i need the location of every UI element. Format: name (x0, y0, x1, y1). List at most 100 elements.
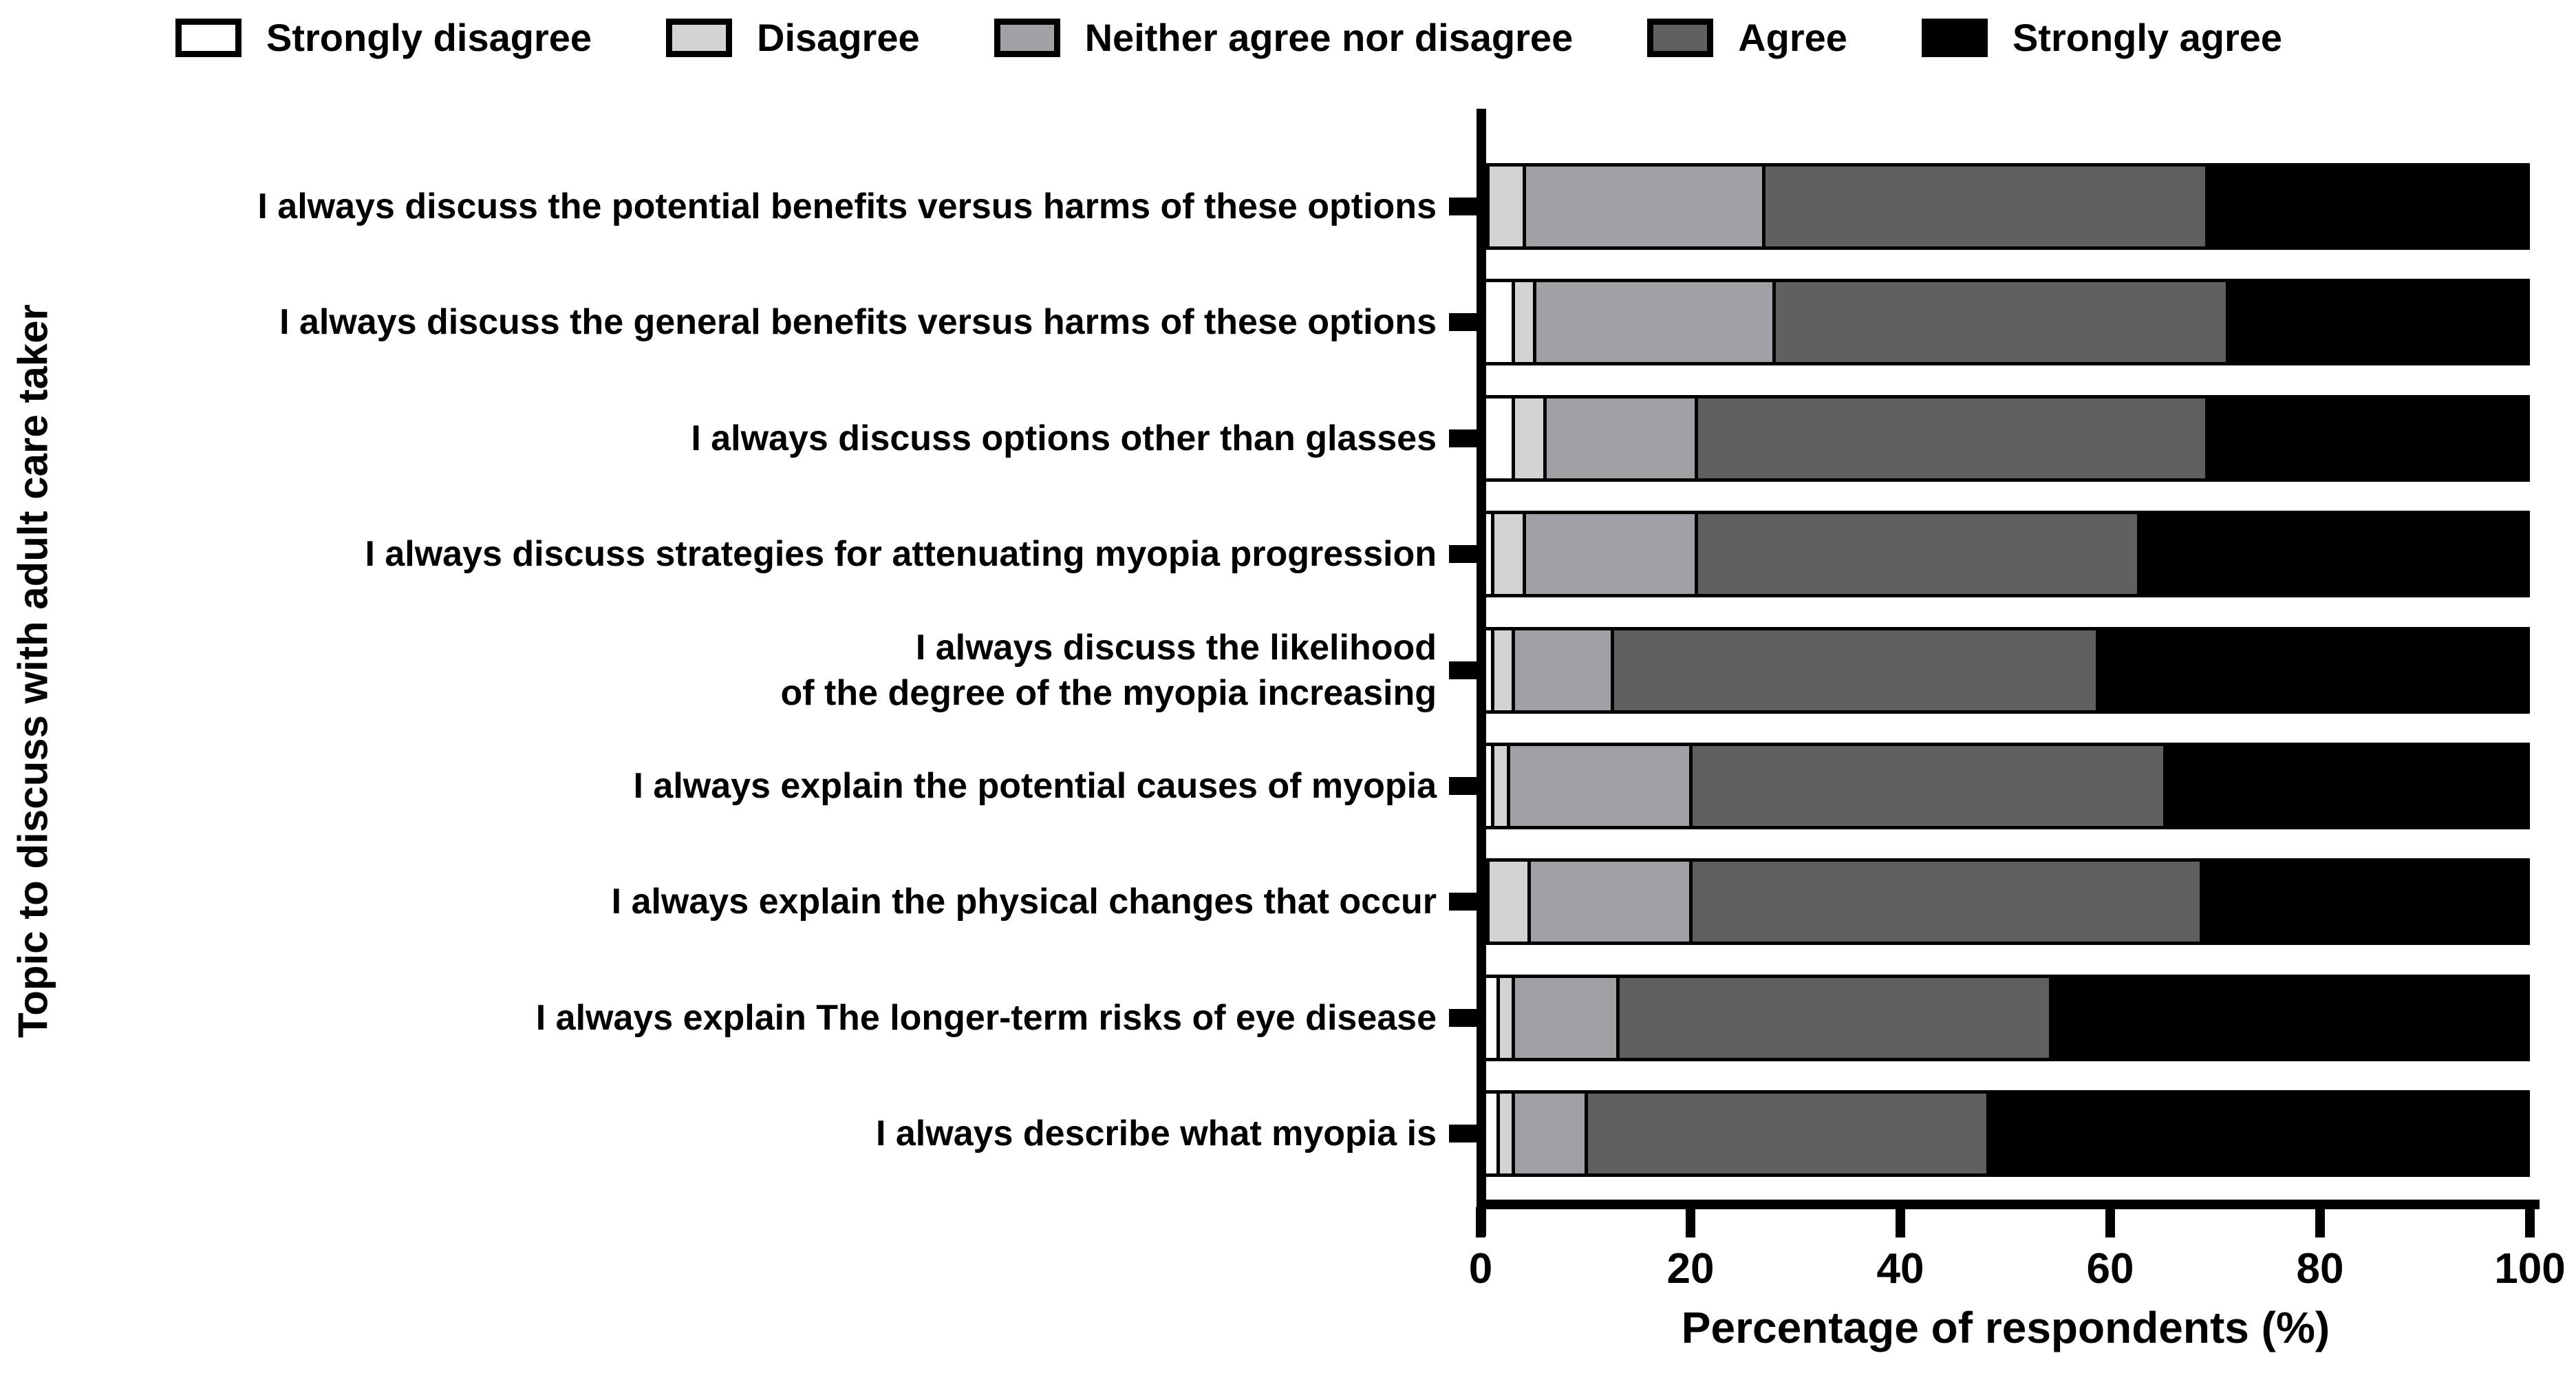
bar-segment (1619, 977, 2052, 1058)
bar-segment (1484, 398, 1516, 478)
x-axis-tick-label: 60 (2086, 1245, 2134, 1293)
y-axis-tick (1449, 777, 1481, 795)
legend-swatch-icon (1647, 18, 1714, 57)
bar-segment (1697, 514, 2141, 595)
bar-segment (1531, 862, 1693, 942)
x-axis-tick (2105, 1207, 2115, 1237)
legend-label: Neither agree nor disagree (1084, 16, 1574, 59)
bar-row (1481, 1090, 2530, 1178)
chart-legend: Strongly disagree Disagree Neither agree n… (175, 15, 2282, 60)
x-axis-tick-label: 80 (2296, 1245, 2344, 1293)
x-axis-tick (2525, 1207, 2535, 1237)
bar-segment (1692, 746, 2167, 826)
bar-segment (1697, 398, 2209, 478)
bar-segment (1515, 282, 1536, 363)
bar-segment (2052, 977, 2526, 1058)
y-axis-tick (1449, 198, 1481, 215)
bar-segment (1499, 1094, 1516, 1174)
x-axis-tick-label: 0 (1468, 1245, 1493, 1293)
legend-label: Strongly disagree (266, 16, 592, 59)
category-label: I always discuss the potential benefits … (257, 187, 1437, 226)
bar-segment (1484, 977, 1500, 1058)
y-axis-tick (1449, 893, 1481, 911)
y-axis-tick (1449, 1008, 1481, 1027)
bar-segment (1515, 1094, 1589, 1174)
y-axis-tick (1449, 313, 1481, 332)
legend-swatch-icon (1921, 18, 1988, 57)
legend-label: Strongly agree (2012, 16, 2283, 59)
bar-segment (1484, 630, 1495, 710)
legend-item-4: Agree (1647, 15, 1847, 60)
y-axis-tick (1449, 1125, 1481, 1143)
x-axis-line (1477, 1200, 2540, 1209)
y-axis-title: Topic to discuss with adult care taker (10, 304, 56, 1038)
category-label: I always discuss strategies for attenuat… (365, 534, 1437, 575)
bar-segment (1692, 862, 2204, 942)
category-label: I always discuss options other than glas… (691, 418, 1437, 458)
bar-segment (1484, 746, 1495, 826)
legend-label: Agree (1738, 16, 1847, 59)
legend-item-5: Strongly agree (1921, 15, 2283, 60)
y-axis-tick (1449, 429, 1481, 447)
bar-row (1481, 511, 2530, 598)
bar-segment (1989, 1094, 2526, 1174)
legend-label: Disagree (757, 16, 920, 59)
y-axis-tick (1449, 545, 1481, 564)
bar-segment (1484, 862, 1490, 942)
bar-segment (2167, 746, 2526, 826)
bar-segment (1489, 167, 1526, 246)
x-axis-tick (1686, 1207, 1695, 1237)
legend-swatch-icon (994, 18, 1060, 57)
bar-segment (2140, 514, 2526, 595)
bar-row (1481, 974, 2530, 1061)
bar-row (1481, 394, 2530, 482)
bar-segment (1494, 746, 1510, 826)
legend-item-2: Disagree (666, 15, 920, 60)
x-axis-tick (2315, 1207, 2325, 1237)
bar-segment (1525, 514, 1698, 595)
legend-swatch-icon (666, 18, 733, 57)
bar-segment (1515, 977, 1620, 1058)
bar-row (1481, 626, 2530, 714)
legend-item-1: Strongly disagree (175, 15, 592, 60)
bar-segment (2099, 630, 2526, 710)
bar-segment (1484, 167, 1490, 246)
bar-segment (1484, 282, 1516, 363)
legend-item-3: Neither agree nor disagree (994, 15, 1574, 60)
bar-segment (1614, 630, 2099, 710)
bar-row (1481, 163, 2530, 250)
x-axis-tick (1476, 1207, 1485, 1237)
bar-segment (1546, 398, 1698, 478)
x-axis-tick-label: 40 (1876, 1245, 1924, 1293)
bar-segment (1499, 977, 1516, 1058)
x-axis-tick (1896, 1207, 1905, 1237)
bar-segment (1484, 514, 1495, 595)
bar-segment (1536, 282, 1777, 363)
category-label: I always explain The longer-term risks o… (535, 997, 1437, 1038)
bar-segment (1515, 398, 1547, 478)
bar-row (1481, 279, 2530, 366)
bar-segment (2208, 167, 2526, 246)
category-label: I always explain the physical changes th… (611, 882, 1437, 922)
x-axis-tick-label: 100 (2494, 1245, 2566, 1293)
bar-segment (1525, 167, 1766, 246)
bar-segment (1484, 1094, 1500, 1174)
bar-segment (1765, 167, 2209, 246)
bar-segment (2229, 282, 2526, 363)
x-axis-title: Percentage of respondents (%) (1681, 1303, 2330, 1352)
y-axis-line (1477, 109, 1486, 1236)
bar-row (1481, 858, 2530, 946)
bar-segment (1494, 630, 1516, 710)
legend-swatch-icon (175, 18, 242, 57)
bar-row (1481, 743, 2530, 829)
bar-segment (1588, 1094, 1990, 1174)
bar-segment (1515, 630, 1615, 710)
category-label: I always explain the potential causes of… (633, 766, 1437, 806)
category-label: I always discuss the general benefits ve… (279, 302, 1437, 343)
category-label: I always discuss the likelihood of the d… (780, 627, 1437, 713)
bar-segment (1494, 514, 1526, 595)
bar-segment (2208, 398, 2526, 478)
bar-segment (1510, 746, 1693, 826)
bar-segment (2203, 862, 2526, 942)
